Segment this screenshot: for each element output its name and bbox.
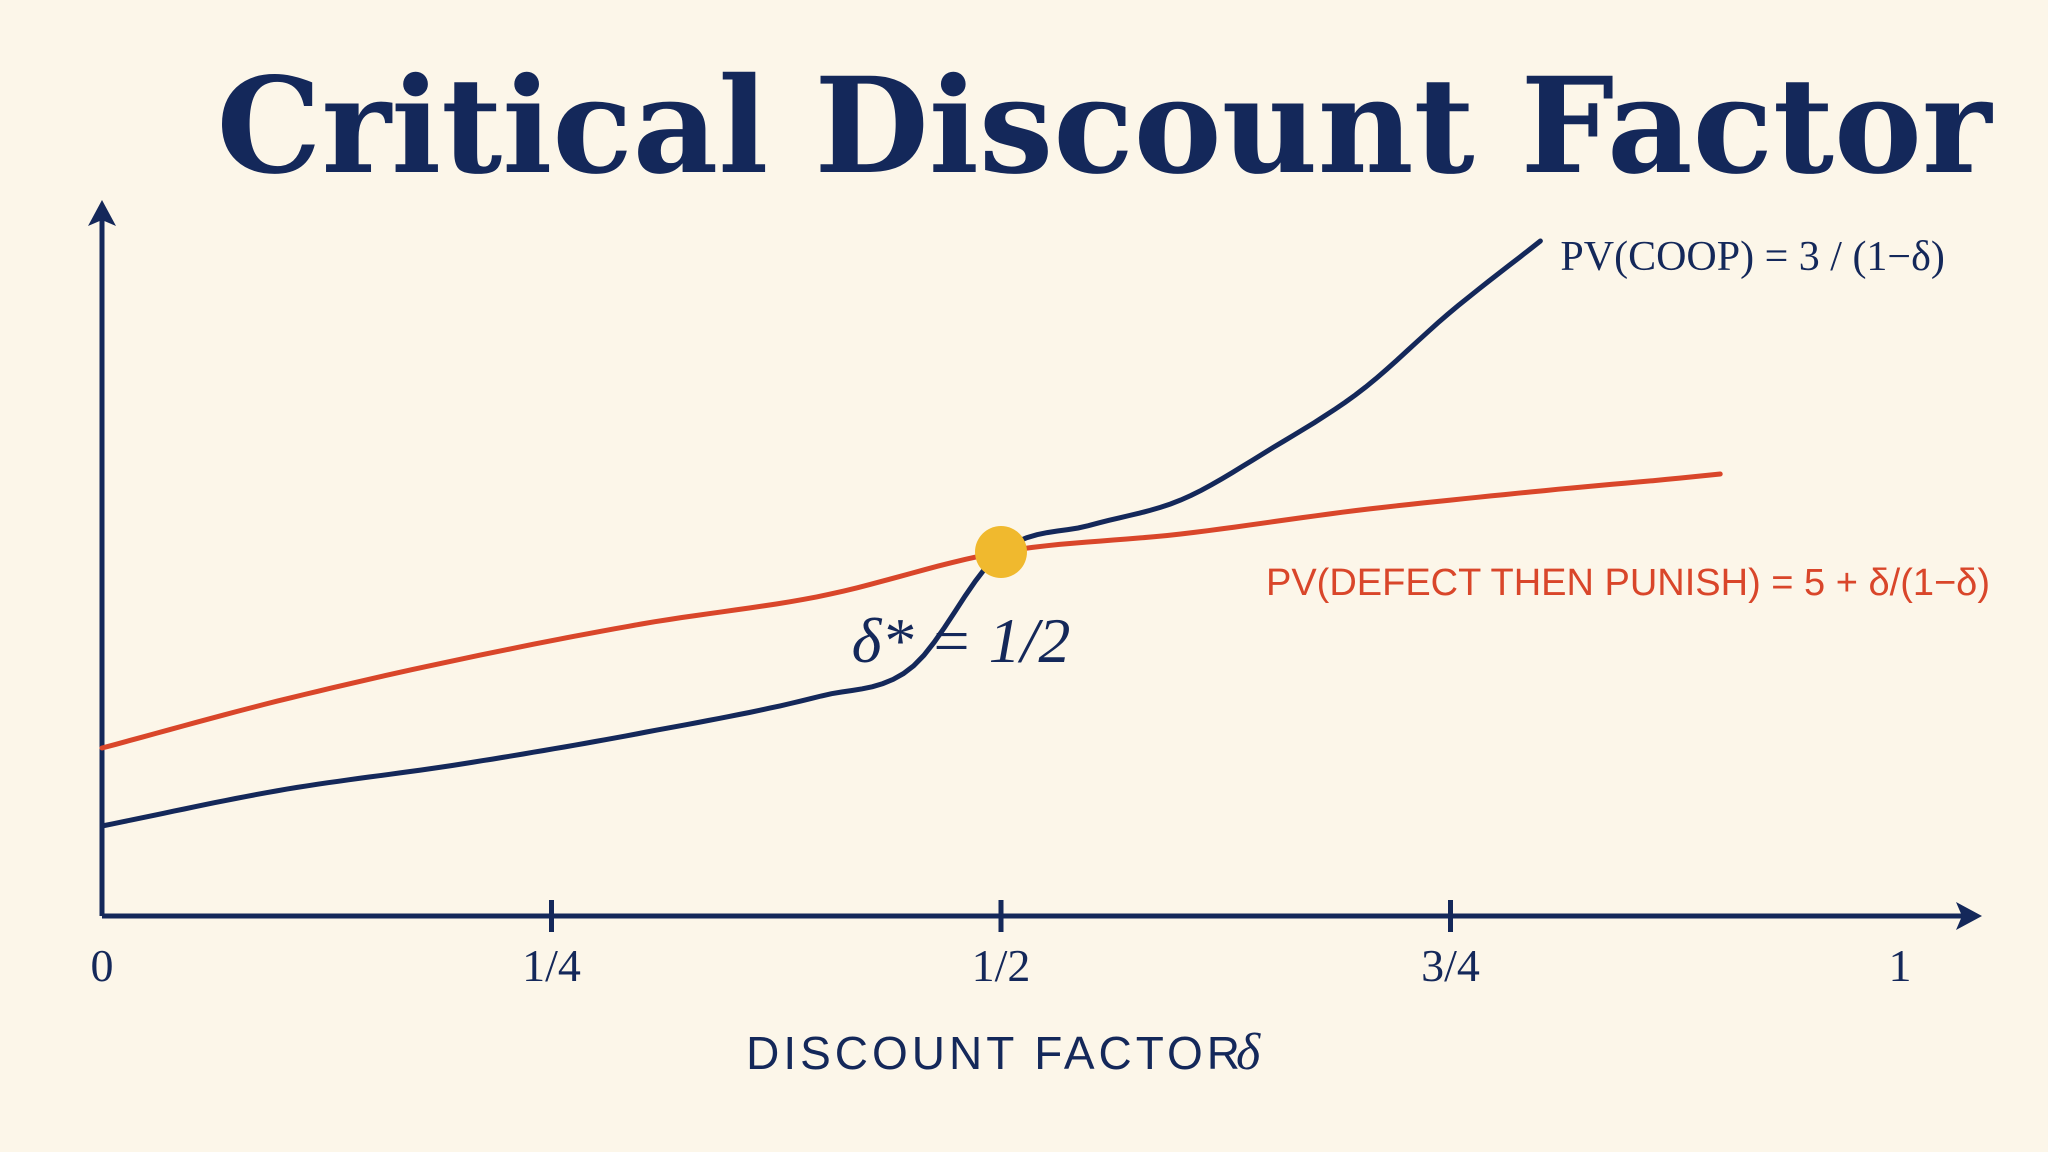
series-label-defect: PV(DEFECT THEN PUNISH) = 5 + δ/(1−δ) — [1266, 562, 1990, 604]
x-tick-label: 1/2 — [972, 940, 1031, 991]
series-line-defect — [99, 471, 1723, 751]
intersection-marker — [975, 526, 1027, 578]
x-ticks: 0 1/4 1/2 3/4 1 — [91, 900, 1912, 991]
critical-delta-annotation: δ* = 1/2 — [852, 605, 1071, 676]
series-label-coop: PV(COOP) = 3 / (1−δ) — [1560, 234, 1945, 280]
x-tick-label: 1/4 — [522, 940, 581, 991]
x-tick-label: 1 — [1889, 940, 1912, 991]
y-axis — [88, 200, 116, 916]
x-axis-arrowhead — [1956, 902, 1982, 930]
y-axis-arrowhead — [88, 200, 116, 226]
x-tick-label: 0 — [91, 940, 114, 991]
x-tick-label: 3/4 — [1421, 940, 1480, 991]
series-line-coop — [99, 238, 1543, 829]
chart-title: Critical Discount Factor — [216, 49, 1992, 204]
x-axis-title-text: DISCOUNT FACTOR — [746, 1027, 1244, 1079]
x-axis-title-symbol: δ — [1236, 1024, 1261, 1081]
series-layer — [99, 238, 1723, 829]
x-axis-title: DISCOUNT FACTOR — [746, 1027, 1244, 1079]
series-labels: PV(COOP) = 3 / (1−δ) PV(DEFECT THEN PUNIS… — [1266, 234, 1990, 604]
x-axis — [102, 902, 1982, 930]
